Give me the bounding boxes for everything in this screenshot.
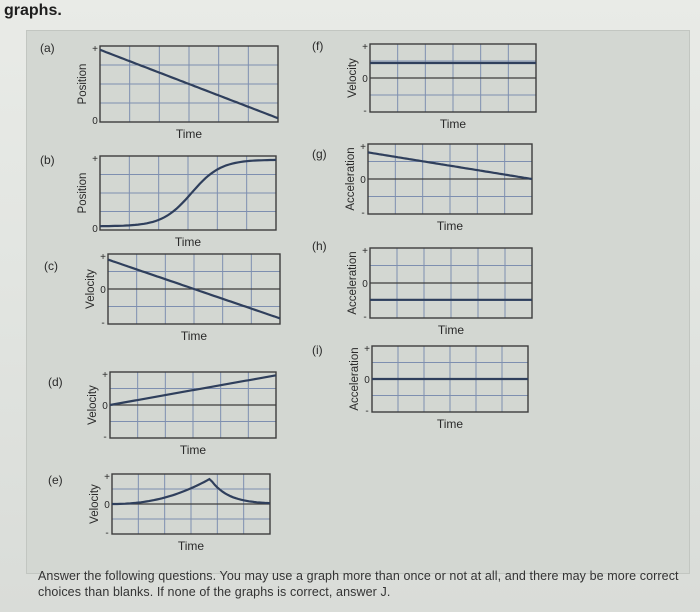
axis-plus-mark: + bbox=[364, 344, 370, 355]
graph-frame bbox=[99, 45, 279, 123]
graph-e: (e) Velocity+0 - Time bbox=[48, 472, 271, 553]
axis-minus-mark: - bbox=[103, 432, 106, 443]
graph-g: (g) Acceleration +0 - Time bbox=[312, 142, 533, 233]
x-axis-label: Time bbox=[175, 235, 202, 249]
graph-letter: (e) bbox=[48, 473, 63, 487]
graph-i: (i) Acceleration +0 - Time bbox=[312, 343, 529, 431]
graph-letter: (c) bbox=[44, 259, 58, 273]
y-axis-label: Acceleration bbox=[347, 251, 359, 314]
x-axis-label: Time bbox=[440, 117, 467, 131]
graph-grid bbox=[100, 156, 276, 230]
axis-zero-mark: 0 bbox=[362, 279, 368, 290]
graph-letter: (h) bbox=[312, 239, 327, 253]
graph-curve bbox=[109, 374, 277, 407]
axis-plus-mark: + bbox=[92, 154, 98, 165]
graph-f: (f) Velocity+0 - Time bbox=[312, 39, 537, 131]
x-axis-label: Time bbox=[181, 329, 208, 343]
graph-curve bbox=[367, 151, 533, 181]
axis-plus-mark: + bbox=[362, 42, 368, 53]
axis-zero-mark: 0 bbox=[362, 74, 368, 85]
y-axis-label: Position bbox=[77, 64, 89, 105]
graph-frame bbox=[99, 155, 277, 231]
axis-plus-mark: + bbox=[360, 142, 366, 153]
axis-minus-mark: - bbox=[105, 528, 108, 539]
graph-curve bbox=[99, 48, 279, 120]
x-axis-label: Time bbox=[437, 417, 464, 431]
graph-letter: (b) bbox=[40, 153, 55, 167]
axis-zero-mark: 0 bbox=[100, 285, 106, 296]
graph-curve bbox=[107, 258, 281, 320]
y-axis-label: Position bbox=[77, 173, 89, 214]
axis-zero-mark: 0 bbox=[104, 500, 110, 511]
axis-zero-mark: 0 bbox=[92, 116, 98, 127]
instructions-text: Answer the following questions. You may … bbox=[38, 569, 679, 599]
y-axis-label: Velocity bbox=[87, 385, 99, 425]
axis-plus-mark: + bbox=[92, 44, 98, 55]
graph-letter: (i) bbox=[312, 343, 323, 357]
y-axis-label: Acceleration bbox=[349, 347, 361, 410]
axis-minus-mark: - bbox=[363, 312, 366, 323]
graph-c: (c) Velocity+0 - Time bbox=[44, 252, 281, 343]
axis-plus-mark: + bbox=[100, 252, 106, 263]
y-axis-label: Acceleration bbox=[345, 147, 357, 210]
graph-letter: (d) bbox=[48, 375, 63, 389]
axis-minus-mark: - bbox=[101, 318, 104, 329]
axis-zero-mark: 0 bbox=[92, 224, 98, 235]
graph-b: (b) Position+0 Time bbox=[40, 153, 277, 249]
x-axis-label: Time bbox=[437, 219, 464, 233]
graph-letter: (g) bbox=[312, 147, 327, 161]
graph-d: (d) Velocity+0 - Time bbox=[48, 370, 277, 457]
axis-minus-mark: - bbox=[361, 208, 364, 219]
axis-zero-mark: 0 bbox=[102, 401, 108, 412]
axis-minus-mark: - bbox=[365, 406, 368, 417]
axis-plus-mark: + bbox=[362, 246, 368, 257]
y-axis-label: Velocity bbox=[347, 58, 359, 98]
graph-letter: (a) bbox=[40, 41, 55, 55]
y-axis-label: Velocity bbox=[89, 484, 101, 524]
graph-a: (a) Position+0 Time bbox=[40, 41, 279, 141]
graph-curve bbox=[99, 158, 277, 228]
graph-curve bbox=[112, 477, 271, 506]
axis-zero-mark: 0 bbox=[360, 175, 366, 186]
x-axis-label: Time bbox=[180, 443, 207, 457]
axis-minus-mark: - bbox=[363, 106, 366, 117]
axis-zero-mark: 0 bbox=[364, 375, 370, 386]
axis-plus-mark: + bbox=[104, 472, 110, 483]
x-axis-label: Time bbox=[176, 127, 203, 141]
x-axis-label: Time bbox=[438, 323, 465, 337]
axis-plus-mark: + bbox=[102, 370, 108, 381]
section-heading: graphs. bbox=[4, 2, 62, 19]
y-axis-label: Velocity bbox=[85, 269, 97, 309]
graph-h: (h) Acceleration +0 - Time bbox=[312, 239, 533, 337]
x-axis-label: Time bbox=[178, 539, 205, 553]
graph-letter: (f) bbox=[312, 39, 323, 53]
